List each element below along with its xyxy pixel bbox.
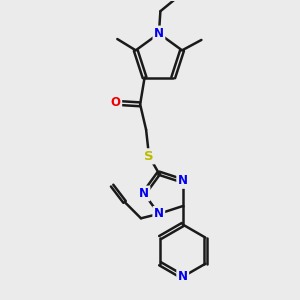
Text: N: N xyxy=(178,174,188,188)
Text: N: N xyxy=(139,187,149,200)
Text: S: S xyxy=(144,150,154,163)
Text: O: O xyxy=(111,96,121,109)
Text: N: N xyxy=(178,270,188,283)
Text: N: N xyxy=(154,27,164,40)
Text: N: N xyxy=(154,207,164,220)
